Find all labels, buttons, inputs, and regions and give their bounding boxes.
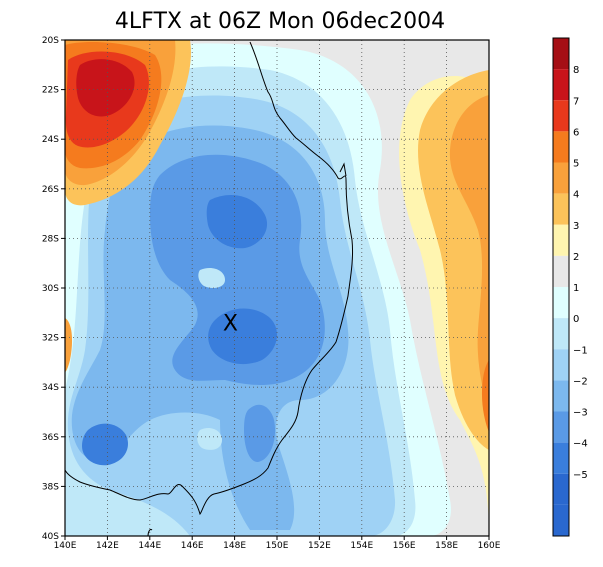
x-tick-label: 142E: [96, 541, 119, 551]
x-tick-label: 152E: [308, 541, 331, 551]
contour-orange: [481, 360, 489, 432]
colorbar-frame: [552, 37, 570, 537]
colorbar-label: 0: [573, 314, 579, 325]
contour-blue3: [150, 154, 325, 385]
colorbar-label: −5: [573, 470, 588, 481]
x-tick-label: 148E: [223, 541, 246, 551]
y-tick-label: 22S: [42, 86, 59, 96]
colorbar-swatch: [553, 224, 569, 256]
x-tick-label: 150E: [266, 541, 289, 551]
colorbar-swatch: [553, 38, 569, 70]
colorbar-label: 2: [573, 252, 579, 263]
x-axis: 140E 142E 144E 146E 148E 150E 152E 154E 156E 158E…: [54, 536, 501, 551]
y-axis: 20S 22S 24S 26S 28S 30S 32S 34S 36S 38S 40S: [42, 36, 65, 542]
y-tick-label: 38S: [42, 482, 59, 492]
x-tick-label: 156E: [393, 541, 416, 551]
y-tick-label: 24S: [42, 135, 59, 145]
y-tick-label: 34S: [42, 383, 59, 393]
contour-blue4: [208, 308, 277, 365]
colorbar-swatch: [553, 287, 569, 319]
colorbar-swatch: [553, 69, 569, 101]
contour-blue0: [197, 428, 222, 450]
contour-blue3: [244, 404, 276, 462]
y-tick-label: 20S: [42, 36, 59, 46]
colorbar-swatch: [553, 100, 569, 132]
colorbar-swatch: [553, 318, 569, 350]
contour-blue4: [82, 423, 128, 466]
contour-blue0: [198, 268, 225, 288]
y-tick-label: 36S: [42, 433, 59, 443]
chart-title: 4LFTX at 06Z Mon 06dec2004: [115, 9, 445, 34]
y-tick-label: 40S: [42, 532, 59, 542]
colorbar-swatch: [553, 193, 569, 225]
location-marker: X: [223, 312, 238, 337]
y-tick-label: 28S: [42, 234, 59, 244]
x-tick-label: 160E: [478, 541, 501, 551]
colorbar-label: 3: [573, 221, 579, 232]
colorbar-swatch: [553, 504, 569, 536]
colorbar-label: 1: [573, 283, 579, 294]
y-tick-label: 26S: [42, 185, 59, 195]
colorbar-swatch: [553, 162, 569, 194]
colorbar-label: −2: [573, 376, 588, 387]
contour-blue4: [206, 195, 268, 249]
x-tick-label: 158E: [435, 541, 458, 551]
colorbar-swatch: [553, 411, 569, 443]
colorbar-label: 4: [573, 190, 579, 201]
colorbar-label: −3: [573, 408, 588, 419]
x-tick-label: 144E: [138, 541, 161, 551]
colorbar-label: 8: [573, 65, 579, 76]
colorbar-swatch: [553, 131, 569, 163]
coastline: [65, 41, 353, 515]
y-tick-label: 30S: [42, 284, 59, 294]
colorbar-label: −1: [573, 345, 588, 356]
colorbar-label: −4: [573, 439, 588, 450]
contour-field: [65, 40, 489, 536]
colorbar-label: 7: [573, 96, 579, 107]
colorbar-swatch: [553, 380, 569, 412]
contour-red-dark: [76, 59, 135, 117]
coastline-island: [339, 162, 347, 177]
colorbar-swatch: [553, 255, 569, 287]
coastline: [147, 529, 153, 536]
x-tick-label: 140E: [54, 541, 77, 551]
color-bar: 8 7 6 5 4 3 2 1 0 −1 −2 −3 −4 −5: [552, 37, 588, 537]
x-tick-label: 154E: [350, 541, 373, 551]
colorbar-label: 6: [573, 127, 579, 138]
colorbar-swatch: [553, 349, 569, 381]
y-tick-label: 32S: [42, 334, 59, 344]
colorbar-label: 5: [573, 159, 579, 170]
grid-lines: [65, 40, 489, 536]
contour-orange-light: [449, 95, 489, 410]
colorbar-swatch: [553, 442, 569, 474]
x-tick-label: 146E: [181, 541, 204, 551]
contour-orange-light: [65, 318, 73, 372]
colorbar-swatch: [553, 473, 569, 505]
